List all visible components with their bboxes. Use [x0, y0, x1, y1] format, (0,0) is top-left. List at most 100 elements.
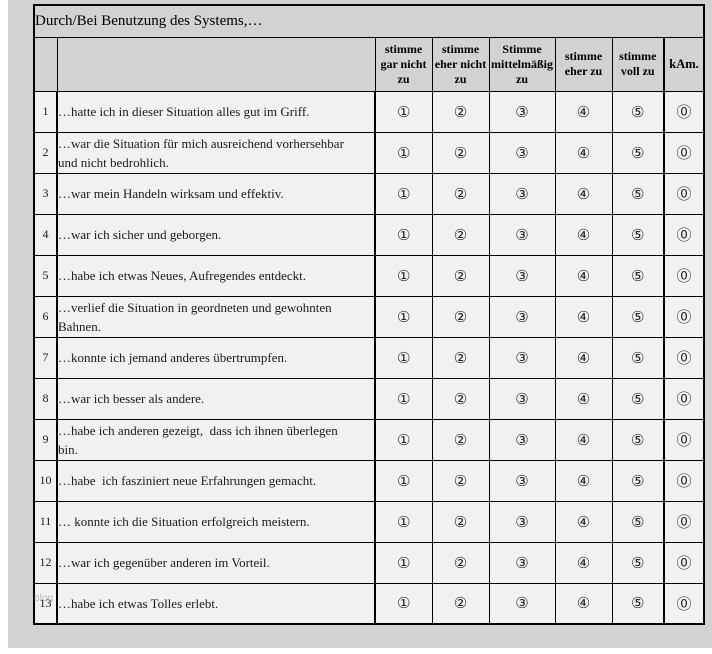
rating-option-2: ②: [431, 131, 490, 174]
rating-option-5: ⑤: [611, 213, 665, 256]
rating-option-4: ④: [554, 377, 613, 420]
rating-option-3: ③: [488, 336, 556, 379]
rating-option-1: ①: [374, 90, 433, 133]
rating-option-2: ②: [431, 459, 490, 502]
row-statement: …konnte ich jemand anderes übertrumpfen.: [56, 336, 376, 379]
rating-option-1: ①: [374, 172, 433, 215]
rating-option-3: ③: [488, 541, 556, 584]
table-row: 11 … konnte ich die Situation erfolgreic…: [33, 500, 705, 543]
row-statement: …verlief die Situation in geordneten und…: [56, 295, 376, 338]
table-row: 13 …habe ich etwas Tolles erlebt. ① ② ③ …: [33, 582, 705, 625]
rating-option-4: ④: [554, 213, 613, 256]
rating-option-5: ⑤: [611, 295, 665, 338]
rating-option-2: ②: [431, 254, 490, 297]
row-statement: …habe ich etwas Neues, Aufregendes entde…: [56, 254, 376, 297]
rating-option-3: ③: [488, 582, 556, 625]
row-statement: …habe ich etwas Tolles erlebt.: [56, 582, 376, 625]
rating-option-kam: ⓪: [663, 582, 705, 625]
rating-option-4: ④: [554, 459, 613, 502]
rating-option-1: ①: [374, 500, 433, 543]
row-number: 3: [33, 172, 58, 215]
rating-option-4: ④: [554, 500, 613, 543]
rating-option-3: ③: [488, 131, 556, 174]
row-statement: …habe ich anderen gezeigt, dass ich ihne…: [56, 418, 376, 461]
rating-option-3: ③: [488, 90, 556, 133]
table-row: 8 …war ich besser als andere. ① ② ③ ④ ⑤ …: [33, 377, 705, 420]
row-statement: …war mein Handeln wirksam und effektiv.: [56, 172, 376, 215]
row-number: 13: [33, 582, 58, 625]
rating-option-5: ⑤: [611, 459, 665, 502]
row-statement: …hatte ich in dieser Situation alles gut…: [56, 90, 376, 133]
rating-option-kam: ⓪: [663, 541, 705, 584]
row-statement: … konnte ich die Situation erfolgreich m…: [56, 500, 376, 543]
table-row: 12 …war ich gegenüber anderen im Vorteil…: [33, 541, 705, 584]
rating-option-kam: ⓪: [663, 459, 705, 502]
title-row: Durch/Bei Benutzung des Systems,…: [33, 4, 705, 38]
table-row: 3 …war mein Handeln wirksam und effektiv…: [33, 172, 705, 215]
row-statement: …habe ich fasziniert neue Erfahrungen ge…: [56, 459, 376, 502]
rating-option-3: ③: [488, 295, 556, 338]
rating-option-3: ③: [488, 254, 556, 297]
row-number: 12: [33, 541, 58, 584]
row-number: 5: [33, 254, 58, 297]
rating-option-5: ⑤: [611, 377, 665, 420]
table-title: Durch/Bei Benutzung des Systems,…: [33, 4, 705, 38]
table-row: 1 …hatte ich in dieser Situation alles g…: [33, 90, 705, 133]
rating-option-2: ②: [431, 541, 490, 584]
rating-option-4: ④: [554, 90, 613, 133]
row-statement: …war ich besser als andere.: [56, 377, 376, 420]
header-statement-cell: [56, 36, 376, 92]
rating-option-kam: ⓪: [663, 90, 705, 133]
header-stimme-gar-nicht-zu: stimme gar nicht zu: [374, 36, 433, 92]
rating-option-5: ⑤: [611, 336, 665, 379]
rating-option-4: ④: [554, 541, 613, 584]
rating-option-3: ③: [488, 377, 556, 420]
rating-option-2: ②: [431, 500, 490, 543]
table-row: 2 …war die Situation für mich ausreichen…: [33, 131, 705, 174]
questionnaire-table: Durch/Bei Benutzung des Systems,… stimme…: [33, 4, 706, 625]
row-statement: …war ich sicher und geborgen.: [56, 213, 376, 256]
row-number: 9: [33, 418, 58, 461]
rating-option-1: ①: [374, 459, 433, 502]
table-row: 5 …habe ich etwas Neues, Aufregendes ent…: [33, 254, 705, 297]
header-stimme-eher-nicht-zu: stimme eher nicht zu: [431, 36, 490, 92]
rating-option-kam: ⓪: [663, 377, 705, 420]
rating-option-3: ③: [488, 213, 556, 256]
rating-option-2: ②: [431, 418, 490, 461]
rating-option-5: ⑤: [611, 131, 665, 174]
rating-option-4: ④: [554, 295, 613, 338]
header-row: stimme gar nicht zu stimme eher nicht zu…: [33, 36, 705, 92]
rating-option-4: ④: [554, 418, 613, 461]
row-number: 11: [33, 500, 58, 543]
survey-rows: 1 …hatte ich in dieser Situation alles g…: [33, 90, 705, 625]
rating-option-3: ③: [488, 172, 556, 215]
header-number-cell: [33, 36, 58, 92]
rating-option-5: ⑤: [611, 418, 665, 461]
rating-option-3: ③: [488, 459, 556, 502]
rating-option-2: ②: [431, 295, 490, 338]
rating-option-5: ⑤: [611, 90, 665, 133]
document-page: Durch/Bei Benutzung des Systems,… stimme…: [8, 0, 712, 648]
row-number: 1: [33, 90, 58, 133]
table-row: 9 …habe ich anderen gezeigt, dass ich ih…: [33, 418, 705, 461]
row-number: 7: [33, 336, 58, 379]
rating-option-5: ⑤: [611, 541, 665, 584]
rating-option-2: ②: [431, 213, 490, 256]
rating-option-3: ③: [488, 500, 556, 543]
row-number: 6: [33, 295, 58, 338]
row-number: 4: [33, 213, 58, 256]
rating-option-kam: ⓪: [663, 500, 705, 543]
rating-option-4: ④: [554, 582, 613, 625]
rating-option-3: ③: [488, 418, 556, 461]
rating-option-2: ②: [431, 172, 490, 215]
rating-option-1: ①: [374, 582, 433, 625]
rating-option-5: ⑤: [611, 254, 665, 297]
header-stimme-eher-zu: stimme eher zu: [554, 36, 613, 92]
rating-option-5: ⑤: [611, 172, 665, 215]
table-row: 6 …verlief die Situation in geordneten u…: [33, 295, 705, 338]
rating-option-2: ②: [431, 336, 490, 379]
rating-option-1: ①: [374, 418, 433, 461]
rating-option-kam: ⓪: [663, 213, 705, 256]
rating-option-kam: ⓪: [663, 295, 705, 338]
rating-option-kam: ⓪: [663, 172, 705, 215]
